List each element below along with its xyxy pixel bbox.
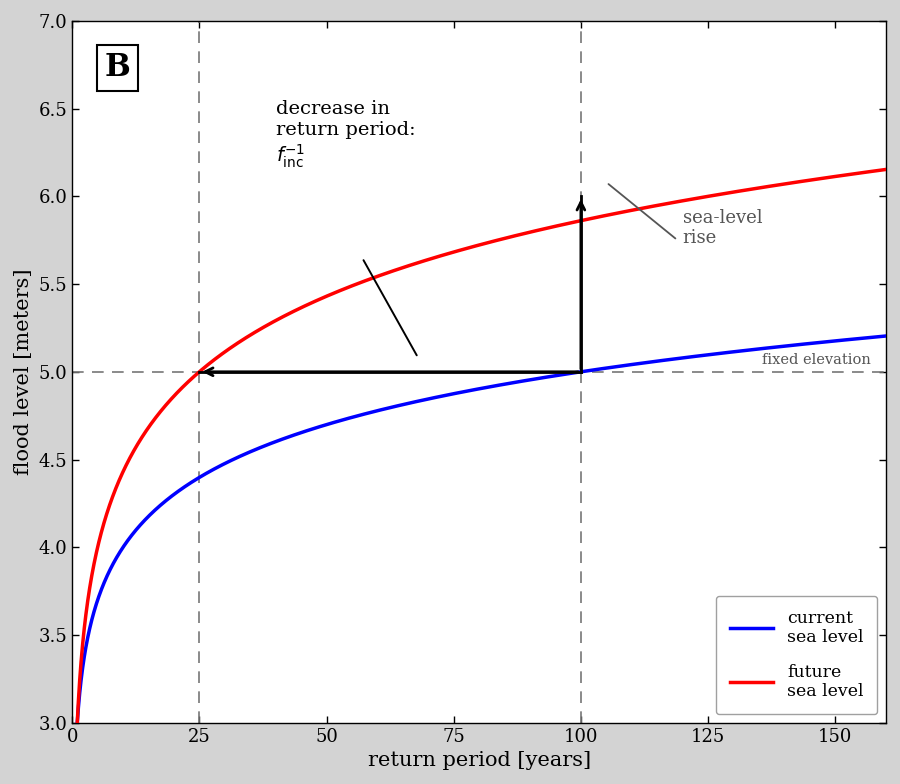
Text: sea-level
rise: sea-level rise (682, 209, 762, 247)
Text: decrease in
return period:
$f_{\mathrm{inc}}^{-1}$: decrease in return period: $f_{\mathrm{i… (275, 100, 415, 170)
Legend: current
sea level, future
sea level: current sea level, future sea level (716, 596, 878, 714)
X-axis label: return period [years]: return period [years] (367, 751, 590, 770)
Text: fixed elevation: fixed elevation (762, 353, 871, 367)
Text: B: B (104, 53, 130, 83)
Y-axis label: flood level [meters]: flood level [meters] (14, 269, 33, 475)
